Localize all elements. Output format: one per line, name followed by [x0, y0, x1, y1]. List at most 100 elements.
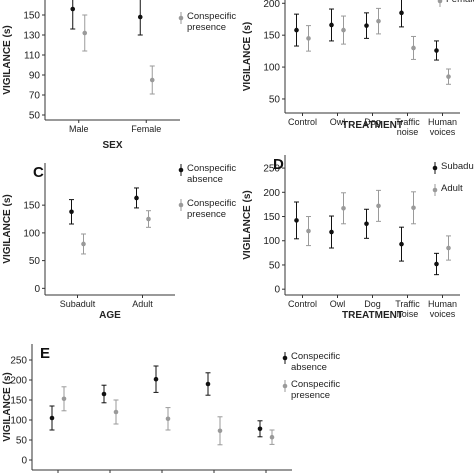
legend-marker: [178, 167, 184, 173]
legend-marker: [178, 202, 184, 208]
x-tick-label: Dog: [364, 299, 381, 309]
y-tick-label: 0: [21, 456, 27, 467]
point: [341, 205, 346, 211]
legend-marker: [282, 383, 288, 389]
y-tick-label: 150: [23, 11, 40, 22]
legend-entry: Conspecific presence: [291, 379, 341, 401]
y-tick-label: 50: [29, 111, 41, 122]
point: [306, 228, 311, 234]
legend-entry: Conspecific absence: [291, 351, 341, 373]
x-tick-label: Human voices: [427, 117, 457, 137]
y-axis-title: VIGILANCE (s): [2, 25, 13, 94]
legend-entry: Subadult: [441, 161, 474, 172]
y-tick-label: 100: [263, 63, 280, 74]
y-tick-label: 0: [34, 284, 40, 295]
panel-letter: D: [273, 156, 284, 173]
y-tick-label: 250: [263, 164, 280, 175]
point: [149, 77, 155, 83]
legend-entry: Females: [446, 0, 474, 5]
y-tick-label: 70: [29, 91, 41, 102]
y-tick-label: 100: [10, 416, 27, 427]
y-tick-label: 200: [263, 0, 280, 10]
point: [257, 426, 263, 432]
point: [329, 22, 334, 28]
x-tick-label: Control: [287, 117, 317, 127]
point: [434, 261, 439, 267]
y-tick-label: 150: [263, 212, 280, 223]
y-tick-label: 50: [269, 94, 281, 105]
point: [446, 74, 451, 79]
x-tick-label: Adult: [132, 299, 153, 309]
point: [306, 36, 311, 41]
x-axis-title: SEX: [102, 140, 122, 151]
y-tick-label: 0: [274, 285, 280, 296]
point: [113, 409, 119, 415]
x-tick-label: Control: [287, 299, 317, 309]
legend-marker: [437, 0, 443, 4]
y-axis-title: VIGILANCE (s): [2, 194, 13, 263]
point: [101, 391, 107, 397]
legend-marker: [432, 165, 438, 171]
point: [376, 18, 381, 24]
panel-letter: E: [40, 345, 50, 362]
point: [446, 245, 451, 251]
x-tick-label: Owl: [329, 299, 346, 309]
legend-marker: [432, 187, 438, 193]
point: [165, 416, 171, 422]
y-tick-label: 100: [263, 236, 280, 247]
legend-entry: Conspecific absence: [187, 163, 237, 185]
y-tick-label: 110: [24, 51, 40, 62]
x-tick-label: Owl: [329, 117, 346, 127]
panel-letter: C: [33, 164, 44, 181]
x-axis-title: TREATMENT: [342, 310, 403, 321]
y-tick-label: 50: [29, 256, 41, 267]
x-tick-label: Dog: [364, 117, 381, 127]
point: [376, 203, 381, 209]
y-tick-label: 50: [16, 436, 28, 447]
x-axis-title: AGE: [99, 310, 121, 321]
x-tick-label: Traffic noise: [395, 299, 420, 319]
y-tick-label: 250: [10, 356, 27, 367]
point: [49, 415, 55, 421]
point: [269, 434, 275, 440]
y-tick-label: 200: [10, 376, 27, 387]
y-tick-label: 90: [29, 71, 41, 82]
x-tick-label: Subadult: [59, 299, 96, 309]
y-tick-label: 150: [263, 31, 280, 42]
point: [134, 195, 139, 201]
point: [434, 48, 439, 53]
point: [399, 10, 404, 16]
x-tick-label: Traffic noise: [395, 117, 420, 137]
point: [341, 27, 346, 33]
y-tick-label: 130: [23, 31, 40, 42]
point: [364, 221, 369, 227]
point: [153, 376, 159, 382]
y-tick-label: 50: [269, 260, 281, 271]
legend-entry: Adult: [441, 183, 463, 194]
point: [137, 14, 143, 20]
y-tick-label: 200: [263, 188, 280, 199]
legend-marker: [282, 355, 288, 361]
x-axis-title: TREATMENT: [342, 120, 403, 131]
point: [61, 396, 67, 402]
point: [217, 428, 223, 434]
point: [294, 27, 299, 33]
point: [329, 229, 334, 235]
x-tick-label: Male: [68, 124, 89, 134]
legend-marker: [178, 15, 184, 21]
legend-entry: Conspecific presence: [187, 11, 237, 33]
point: [364, 23, 369, 28]
legend-entry: Conspecific presence: [187, 198, 237, 220]
point: [411, 205, 416, 211]
y-tick-label: 150: [10, 396, 27, 407]
y-axis-title: VIGILANCE (s): [242, 190, 253, 259]
point: [294, 218, 299, 223]
point: [69, 209, 74, 215]
y-axis-title: VIGILANCE (s): [242, 22, 253, 91]
point: [82, 30, 88, 36]
x-tick-label: Human voices: [427, 299, 457, 319]
y-tick-label: 100: [23, 228, 40, 239]
y-axis-title: VIGILANCE (s): [2, 372, 13, 441]
